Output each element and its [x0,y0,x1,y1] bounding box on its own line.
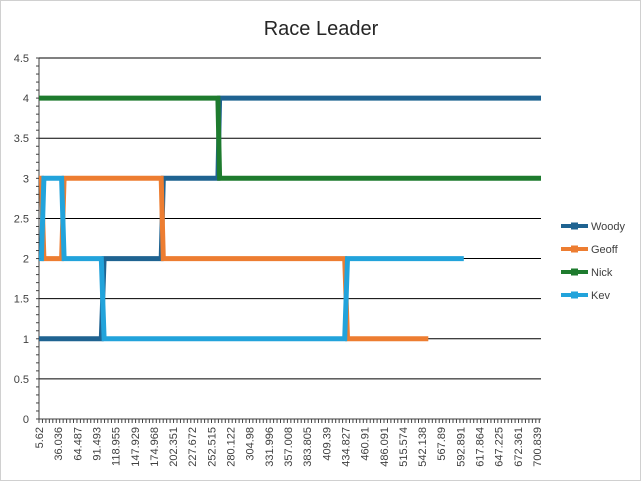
y-axis: 0 0.5 1 1.5 2 2.5 3 3.5 4 4.5 [14,53,40,426]
y-tick-label: 1.5 [14,294,29,306]
legend-label-geoff: Geoff [591,244,619,256]
x-tick-label: 147.929 [130,427,142,467]
x-tick-label: 357.008 [283,427,295,467]
x-tick-label: 252.515 [206,427,218,467]
x-tick-label: 515.574 [398,427,410,467]
series-line-nick [39,95,541,181]
series-lines [38,95,541,342]
x-tick-label: 617.864 [475,427,487,467]
x-tick-label: 383.805 [302,427,314,467]
x-axis: 5.62 36.036 64.487 91.493 118.955 147.929 174.… [34,419,544,467]
x-tick-label: 227.672 [187,427,199,467]
legend-marker-kev [571,291,578,299]
x-tick-label: 486.091 [379,427,391,467]
y-tick-label: 3.5 [14,133,29,145]
x-tick-label: 647.225 [494,427,506,467]
x-tick-label: 118.955 [111,427,123,466]
chart-title: Race Leader [264,18,379,40]
legend-marker-geoff [571,245,578,253]
x-tick-label: 64.487 [72,427,84,461]
legend-label-kev: Kev [591,290,610,302]
x-tick-label: 567.89 [436,427,448,461]
y-tick-label: 1 [23,334,29,346]
x-tick-label: 409.39 [321,427,333,461]
legend: Woody Geoff Nick Kev [561,221,626,302]
series-line-kev [38,175,464,342]
x-tick-label: 672.361 [513,427,525,467]
x-tick-label: 331.996 [264,427,276,467]
x-tick-label: 304.98 [245,427,257,461]
y-tick-label: 0 [23,414,29,426]
x-tick-label: 700.839 [532,427,544,467]
gridlines [39,57,541,420]
x-tick-label: 280.122 [226,427,238,467]
x-tick-label: 460.91 [360,427,372,461]
legend-marker-woody [571,222,578,230]
x-tick-label: 36.036 [53,427,65,461]
x-tick-label: 434.827 [340,427,352,467]
legend-label-woody: Woody [591,221,626,233]
y-tick-label: 3 [23,173,29,185]
x-tick-label: 202.351 [168,427,180,467]
legend-marker-nick [571,268,578,276]
y-tick-label: 4 [23,93,29,105]
x-tick-label: 542.138 [417,427,429,467]
x-tick-label: 174.968 [149,427,161,467]
x-tick-label: 592.891 [455,427,467,467]
x-tick-label: 91.493 [91,427,103,461]
y-tick-label: 2 [23,254,29,266]
legend-label-nick: Nick [591,267,613,279]
x-tick-label: 5.62 [34,427,46,448]
y-tick-label: 4.5 [14,53,29,65]
y-tick-label: 2.5 [14,213,29,225]
y-tick-label: 0.5 [14,374,29,386]
